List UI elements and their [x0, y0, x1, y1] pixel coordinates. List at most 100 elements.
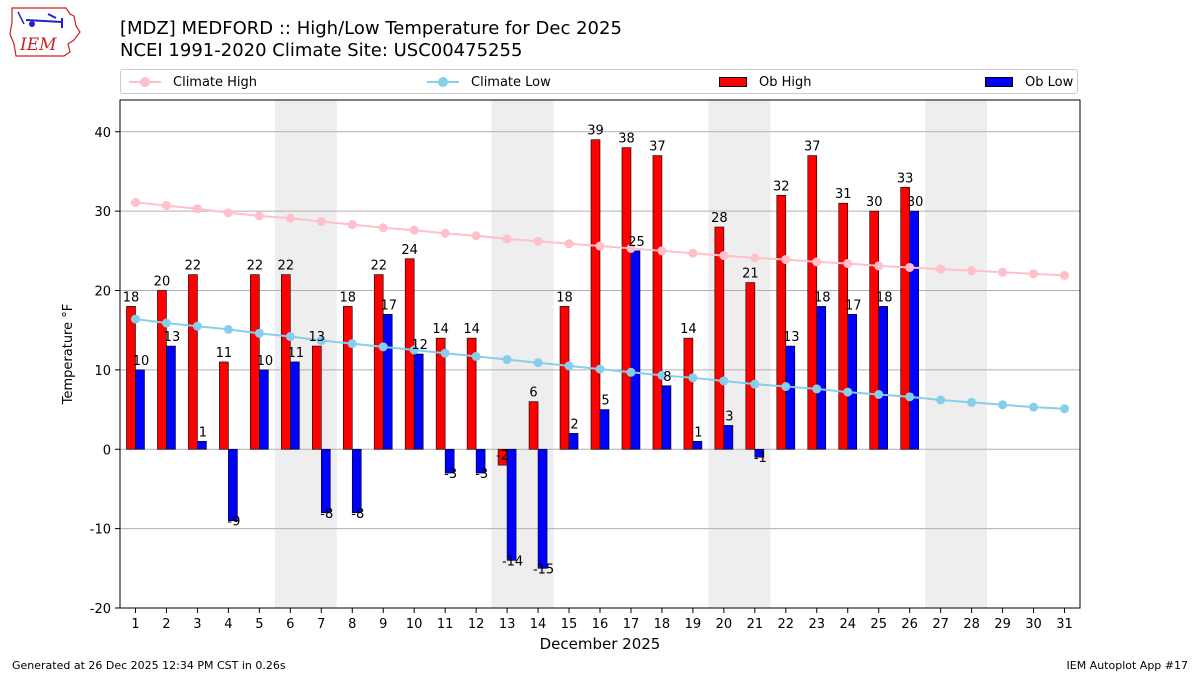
ob-high-bar: [621, 147, 632, 450]
climate-high-point: [192, 204, 202, 214]
x-tick-label: 6: [286, 617, 294, 632]
climate-low-point: [564, 361, 574, 371]
ob-low-label: 10: [257, 354, 274, 369]
ob-high-label: 18: [556, 290, 573, 305]
ob-low-bar: [413, 353, 424, 450]
ob-high-bar: [900, 187, 910, 450]
ob-low-bar: [290, 361, 300, 450]
legend: Climate High Climate Low Ob High Ob Low: [120, 69, 1078, 94]
legend-label-climate-high: Climate High: [173, 74, 258, 90]
ob-high-label: 21: [742, 267, 759, 282]
ob-high-bar: [714, 226, 725, 450]
x-tick-label: 17: [623, 617, 640, 632]
ob-low-label: -3: [444, 467, 457, 482]
x-tick-label: 19: [685, 617, 702, 632]
climate-high-point: [843, 259, 853, 269]
climate-low-point: [626, 367, 636, 377]
ob-low-bar: [723, 425, 734, 450]
ob-low-label: -15: [533, 562, 554, 577]
climate-high-point: [812, 257, 822, 267]
ob-high-bar: [188, 274, 198, 450]
climate-high-point: [936, 264, 946, 274]
climate-low-point: [1029, 402, 1039, 412]
y-tick-label: 0: [103, 443, 111, 458]
climate-high-point: [719, 251, 729, 261]
ob-low-label: 8: [663, 370, 671, 385]
climate-low-point: [750, 379, 760, 389]
legend-label-climate-low: Climate Low: [471, 74, 551, 90]
ob-high-label: 20: [154, 275, 171, 290]
ob-low-label: 17: [380, 298, 397, 313]
climate-low-point: [812, 384, 822, 394]
title-line-1: [MDZ] MEDFORD :: High/Low Temperature fo…: [120, 18, 622, 39]
x-tick-label: 9: [379, 617, 387, 632]
ob-high-label: 18: [123, 290, 140, 305]
ob-high-bar: [528, 401, 539, 450]
ob-high-bar: [466, 337, 477, 450]
x-tick-label: 2: [162, 617, 170, 632]
ob-high-bar: [435, 337, 446, 450]
ob-low-bar: [506, 448, 517, 561]
legend-item-ob-high: Ob High: [711, 73, 812, 91]
ob-high-bar: [745, 282, 756, 450]
climate-low-point: [657, 370, 667, 380]
ob-high-label: 18: [339, 290, 356, 305]
ob-low-label: 3: [725, 409, 733, 424]
climate-high-point: [874, 261, 884, 271]
climate-high-point: [781, 255, 791, 265]
ob-high-label: 24: [401, 243, 418, 258]
ob-high-label: 11: [216, 346, 233, 361]
ob-high-bar: [590, 139, 601, 450]
ob-low-bar: [754, 448, 765, 458]
ob-high-label: 31: [835, 187, 852, 202]
ob-low-label: 13: [164, 330, 181, 345]
ob-low-label: 18: [814, 290, 831, 305]
climate-low-point: [347, 339, 357, 349]
climate-low-point: [688, 373, 698, 383]
climate-low-point: [843, 387, 853, 397]
ob-high-bar: [157, 290, 167, 450]
ob-low-bar: [135, 369, 145, 450]
climate-low-point: [719, 376, 729, 386]
ob-high-label: -2: [496, 448, 509, 463]
x-tick-label: 28: [963, 617, 980, 632]
x-tick-label: 25: [870, 617, 887, 632]
iem-logo: IEM: [8, 4, 82, 60]
ob-low-bar: [692, 441, 703, 450]
x-tick-label: 14: [530, 617, 547, 632]
ob-low-label: 12: [411, 338, 428, 353]
x-tick-label: 11: [437, 617, 454, 632]
ob-low-label: 17: [845, 298, 862, 313]
x-tick-label: 10: [406, 617, 423, 632]
y-tick-label: 30: [94, 205, 111, 220]
ob-low-bar: [909, 210, 919, 450]
ob-high-bar: [281, 274, 291, 450]
ob-high-label: 38: [618, 132, 635, 147]
ob-low-label: 1: [694, 425, 702, 440]
x-tick-label: 22: [778, 617, 795, 632]
x-tick-label: 4: [224, 617, 232, 632]
ob-low-label: 30: [907, 195, 924, 210]
ob-low-label: 13: [783, 330, 800, 345]
x-tick-label: 16: [592, 617, 609, 632]
ob-high-label: 14: [680, 322, 697, 337]
climate-high-point: [161, 201, 171, 211]
y-tick-label: 20: [94, 285, 111, 300]
climate-low-point: [254, 328, 264, 338]
climate-low-point: [285, 332, 295, 342]
climate-low-point: [130, 314, 140, 324]
x-tick-label: 1: [131, 617, 139, 632]
ob-low-bar: [568, 433, 579, 450]
x-tick-label: 18: [654, 617, 671, 632]
y-tick-label: 40: [94, 126, 111, 141]
ob-high-label: 30: [866, 195, 883, 210]
ob-high-bar: [219, 361, 229, 450]
climate-low-point: [440, 348, 450, 358]
x-tick-label: 7: [317, 617, 325, 632]
ob-low-label: -9: [227, 515, 240, 530]
logo-text: IEM: [19, 35, 57, 55]
ob-low-label: 1: [199, 425, 207, 440]
ob-low-bar: [197, 441, 207, 450]
ob-low-bar: [259, 369, 269, 450]
climate-high-point: [1060, 270, 1070, 280]
